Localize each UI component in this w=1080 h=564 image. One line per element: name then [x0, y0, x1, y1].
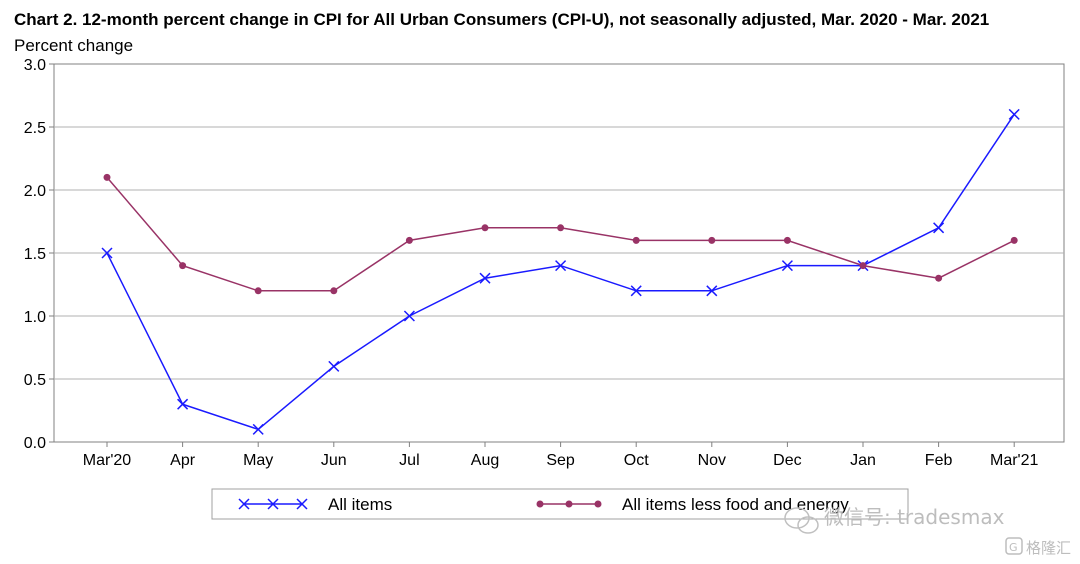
x-tick-label: Feb: [925, 452, 953, 469]
legend-marker-all-items: [238, 498, 250, 510]
x-tick-label: May: [243, 452, 273, 469]
point-core: [254, 287, 262, 295]
x-tick-labels: Mar'20 Apr May Jun Jul Aug Sep Oct Nov Dec Jan Feb M…: [83, 452, 1039, 469]
point-core: [859, 262, 867, 270]
x-tick-label: Jan: [850, 452, 876, 469]
y-tick-label: 0.5: [24, 372, 46, 389]
x-tick-label: Apr: [170, 452, 196, 469]
point-all-items: [706, 285, 718, 297]
series-layer: [101, 108, 1020, 435]
svg-text:G: G: [1009, 541, 1018, 554]
x-tick-label: Mar'21: [990, 452, 1039, 469]
watermark: 微信号: tradesmax G 格隆汇: [784, 505, 1071, 557]
point-all-items: [101, 247, 113, 259]
legend-marker-core: [565, 500, 573, 508]
point-core: [783, 236, 791, 244]
y-axis-label: Percent change: [14, 36, 134, 55]
x-tick-label: Nov: [698, 452, 726, 469]
legend: All items All items less food and energy: [211, 488, 909, 520]
legend-marker-core: [594, 500, 602, 508]
y-tick-label: 1.0: [24, 309, 46, 326]
legend-marker-core: [536, 500, 544, 508]
point-all-items: [479, 272, 491, 284]
point-all-items: [781, 260, 793, 272]
gelonghui-logo-icon: G: [1005, 537, 1023, 555]
x-tick-label: Mar'20: [83, 452, 132, 469]
point-core: [632, 236, 640, 244]
legend-marker-all-items: [267, 498, 279, 510]
grid-lines: [49, 63, 1064, 447]
y-tick-label: 3.0: [24, 57, 46, 74]
y-tick-label: 2.5: [24, 120, 46, 137]
point-core: [179, 262, 187, 270]
watermark-text: 微信号: tradesmax: [824, 505, 1005, 529]
y-tick-label: 2.0: [24, 183, 46, 200]
x-tick-label: Sep: [546, 452, 575, 469]
point-core: [935, 274, 943, 282]
x-tick-label: Jun: [321, 452, 347, 469]
point-core: [330, 287, 338, 295]
watermark-corner-text: 格隆汇: [1026, 539, 1071, 557]
point-all-items: [555, 260, 567, 272]
legend-label-all-items: All items: [328, 495, 392, 514]
point-all-items: [630, 285, 642, 297]
x-tick-label: Jul: [399, 452, 419, 469]
x-tick-label: Aug: [471, 452, 499, 469]
point-core: [481, 224, 489, 232]
point-core: [405, 236, 413, 244]
point-all-items: [252, 423, 264, 435]
legend-marker-all-items: [296, 498, 308, 510]
x-tick-label: Dec: [773, 452, 801, 469]
y-tick-label: 1.5: [24, 246, 46, 263]
point-core: [1010, 236, 1018, 244]
y-tick-label: 0.0: [24, 435, 46, 452]
point-core: [103, 173, 111, 181]
chart-title: Chart 2. 12-month percent change in CPI …: [14, 10, 990, 29]
point-all-items: [403, 310, 415, 322]
wechat-icon: [784, 507, 819, 534]
x-tick-label: Oct: [624, 452, 649, 469]
point-all-items: [1008, 108, 1020, 120]
point-core: [557, 224, 565, 232]
legend-label-core: All items less food and energy: [622, 495, 849, 514]
point-all-items: [933, 222, 945, 234]
point-all-items: [177, 398, 189, 410]
point-all-items: [328, 360, 340, 372]
point-core: [708, 236, 716, 244]
y-tick-labels: 0.0 0.5 1.0 1.5 2.0 2.5 3.0: [24, 57, 46, 452]
